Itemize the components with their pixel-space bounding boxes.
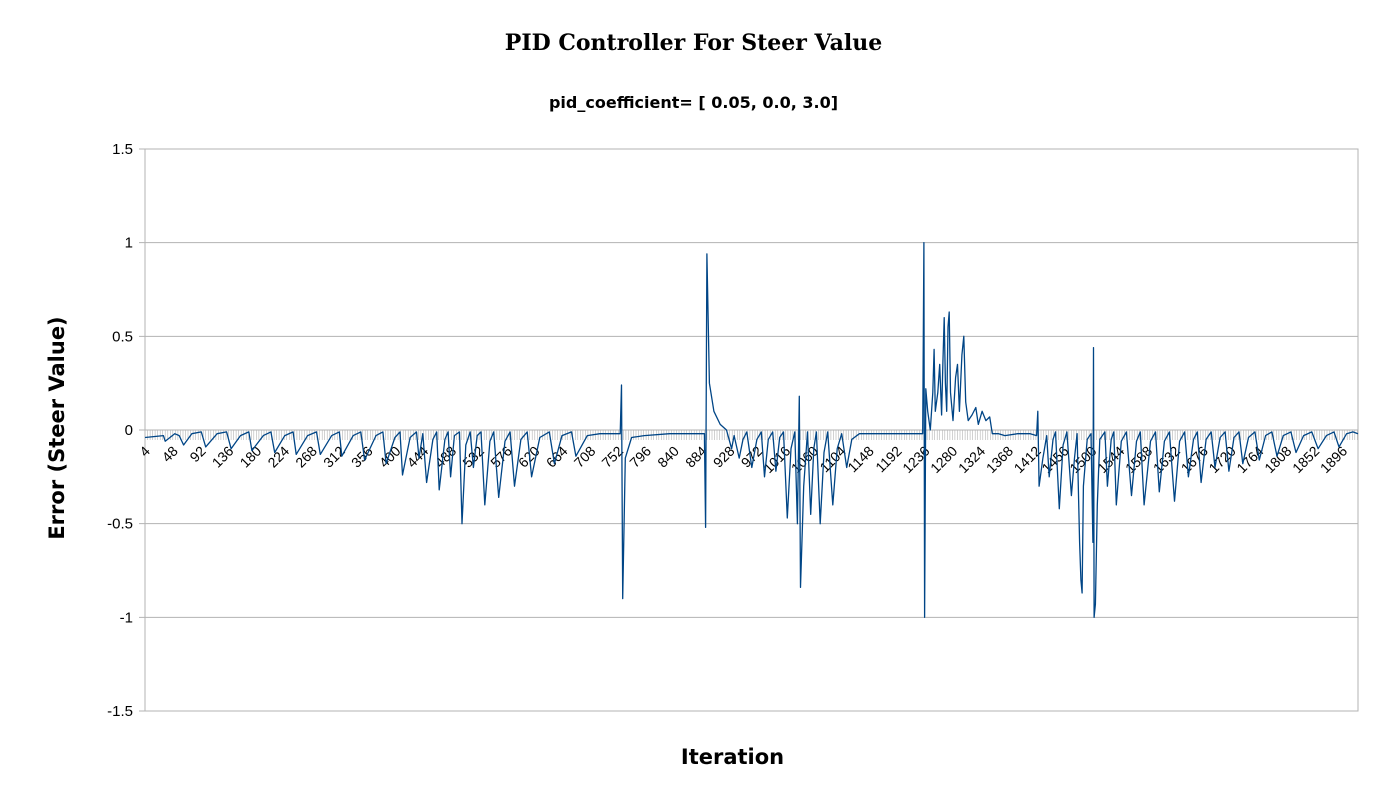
x-axis-tick-marks: [144, 430, 1358, 440]
x-tick-label: 356: [348, 443, 376, 471]
y-tick-label: -1: [120, 609, 133, 626]
x-tick-label: 488: [431, 443, 459, 471]
x-tick-label: 1500: [1066, 443, 1099, 476]
x-tick-label: 1236: [899, 443, 932, 476]
x-tick-label: 268: [292, 443, 320, 471]
y-tick-label: 1: [125, 235, 133, 252]
x-tick-label: 400: [376, 443, 404, 471]
x-tick-label: 1280: [927, 443, 960, 476]
y-tick-labels: 1.5 1 0.5 0 -0.5 -1 -1.5: [107, 141, 133, 720]
y-tick-label: 1.5: [112, 141, 133, 158]
y-tick-label: -0.5: [107, 516, 133, 533]
x-axis-label: Iteration: [680, 745, 785, 769]
x-tick-label: 1456: [1038, 443, 1071, 476]
x-tick-label: 1720: [1205, 443, 1238, 476]
x-tick-labels: 4 48 92 136 180 224 268 312 356 400 444 488 532 576 62…: [136, 443, 1350, 476]
x-tick-label: 1324: [955, 443, 988, 476]
plot-area: [144, 148, 1359, 712]
x-tick-label: 1808: [1261, 443, 1294, 476]
x-tick-label: 48: [159, 443, 181, 465]
minor-tick-marks: [144, 430, 1358, 440]
y-tick-label: 0: [125, 422, 133, 439]
x-tick-label: 1192: [872, 443, 905, 476]
chart-title: PID Controller For Steer Value: [504, 30, 883, 56]
x-tick-label: 1896: [1317, 443, 1350, 476]
x-tick-label: 928: [710, 443, 738, 471]
chart-subtitle: pid_coefficient= [ 0.05, 0.0, 3.0]: [548, 93, 839, 112]
x-tick-label: 1764: [1233, 443, 1266, 476]
x-tick-label: 796: [626, 443, 654, 471]
x-tick-label: 1676: [1178, 443, 1211, 476]
x-tick-label: 840: [654, 443, 682, 471]
x-tick-label: 180: [237, 443, 265, 471]
x-tick-label: 1368: [983, 443, 1016, 476]
y-tick-label: -1.5: [107, 703, 133, 720]
y-tick-label: 0.5: [112, 328, 133, 345]
x-tick-label: 1148: [844, 443, 877, 476]
y-axis-label: Error (Steer Value): [45, 316, 69, 540]
series-line: [144, 242, 1359, 618]
